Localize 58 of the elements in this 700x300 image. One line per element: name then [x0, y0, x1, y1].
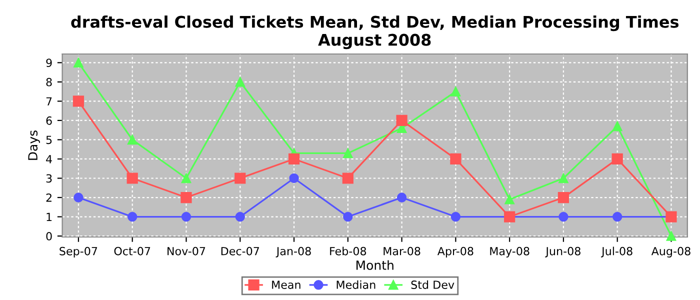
- x-tick-label: Feb-08: [330, 246, 366, 256]
- y-tick-label: 8: [46, 78, 52, 86]
- point: [504, 194, 514, 204]
- y-tick-label: 3: [46, 174, 52, 183]
- x-tick-label: Jul-08: [600, 246, 632, 258]
- point: [180, 192, 192, 204]
- point: [181, 212, 192, 222]
- point: [343, 212, 353, 222]
- point: [234, 172, 246, 184]
- point: [450, 86, 461, 96]
- y-tick-label: 6: [46, 116, 52, 125]
- chart-title: drafts-eval Closed Tickets Mean, Std Dev, Median Processing Times August 2008: [71, 16, 679, 50]
- x-axis-title: Month: [356, 260, 394, 270]
- x-tick-label: Apr-08: [437, 246, 474, 258]
- point: [74, 58, 84, 68]
- x-tick-label: Mar-08: [384, 246, 420, 256]
- point: [181, 173, 192, 184]
- point: [235, 77, 245, 87]
- point: [666, 231, 676, 241]
- y-tick-label: 9: [46, 58, 52, 68]
- legend-label: Mean: [272, 280, 300, 289]
- point: [74, 192, 84, 202]
- x-tick-label: Oct-07: [114, 246, 150, 256]
- y-axis-title: Days: [28, 130, 40, 160]
- legend-label: Std Dev: [411, 280, 454, 289]
- point: [127, 212, 138, 222]
- x-tick-label: Aug-08: [651, 246, 690, 258]
- y-tick-label: 7: [46, 97, 52, 106]
- point: [612, 121, 622, 132]
- point: [558, 212, 568, 222]
- y-tick-label: 0: [46, 232, 52, 240]
- x-tick-label: Dec-07: [221, 246, 260, 256]
- legend-label: Median: [336, 280, 376, 289]
- point: [612, 153, 623, 165]
- y-tick-label: 2: [46, 193, 52, 202]
- x-tick-label: Jun-08: [545, 246, 580, 258]
- y-tick-label: 4: [46, 155, 52, 164]
- y-tick-label: 5: [46, 136, 52, 144]
- point: [288, 153, 300, 165]
- point: [396, 192, 407, 202]
- point: [450, 212, 461, 222]
- point: [558, 192, 570, 204]
- point: [396, 114, 408, 126]
- point: [558, 173, 568, 184]
- point: [235, 212, 245, 222]
- point: [289, 173, 299, 184]
- point: [127, 134, 138, 145]
- point: [72, 96, 84, 107]
- x-tick-label: May-08: [490, 246, 530, 258]
- x-tick-label: Jan-08: [276, 246, 311, 258]
- point: [126, 172, 138, 184]
- point: [343, 148, 353, 158]
- y-tick-label: 1: [46, 212, 52, 221]
- x-tick-label: Sep-07: [60, 246, 98, 258]
- point: [342, 172, 354, 184]
- x-tick-label: Nov-07: [168, 246, 206, 256]
- point: [612, 212, 622, 222]
- point: [450, 153, 462, 165]
